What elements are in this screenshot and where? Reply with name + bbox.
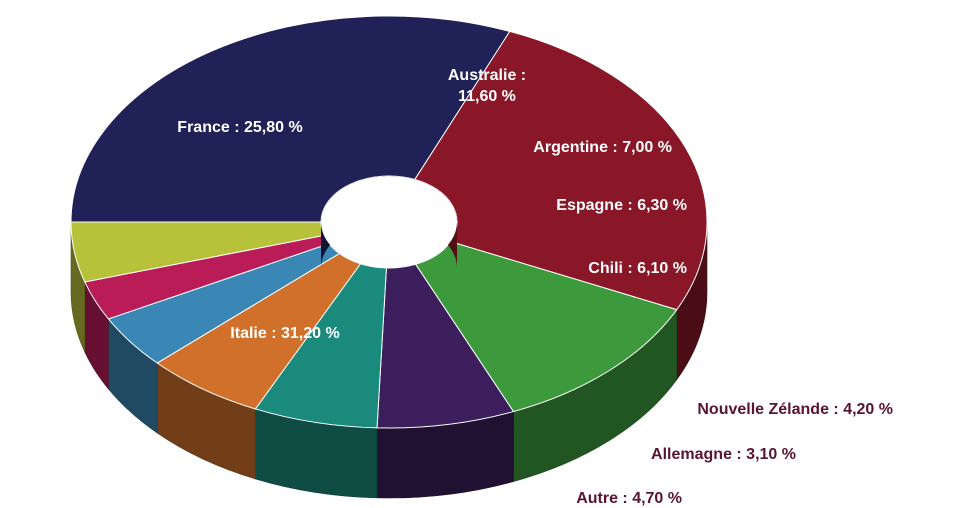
label-nouvelle-zelande: Nouvelle Zélande : 4,20 % [697, 401, 893, 418]
slice-australie [414, 241, 678, 413]
label-allemagne: Allemagne : 3,10 % [651, 446, 796, 463]
label-autre: Autre : 4,70 % [576, 490, 682, 507]
slice-labels: Italie : 31,20 % France : 25,80 % Australi… [177, 67, 893, 507]
donut-side-layer [70, 221, 708, 499]
label-italie: Italie : 31,20 % [230, 325, 339, 342]
donut-hole [321, 176, 457, 268]
label-australie: Australie :11,60 % [448, 67, 526, 105]
label-espagne: Espagne : 6,30 % [556, 197, 687, 214]
label-chili: Chili : 6,10 % [588, 260, 687, 277]
label-argentine: Argentine : 7,00 % [533, 139, 672, 156]
label-france: France : 25,80 % [177, 119, 302, 136]
